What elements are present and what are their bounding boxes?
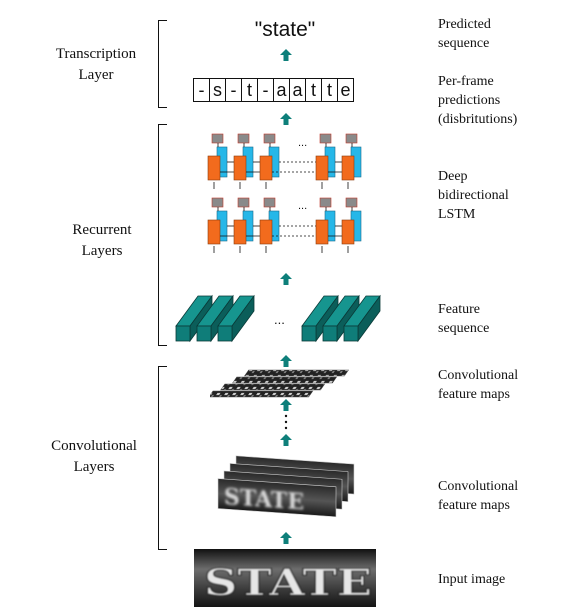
deep-lstm-label: Deep bidirectional LSTM	[438, 169, 509, 222]
feature-block-front	[343, 325, 359, 342]
frame-prediction-cell: t	[305, 79, 321, 101]
lstm-diagram: ... ...	[207, 133, 362, 253]
conv-map-image-text: STATE	[224, 484, 304, 516]
lstm-output-node	[319, 197, 332, 208]
convolutional-layers-label: Convolutional Layers	[51, 438, 137, 475]
frame-prediction-cell: t	[321, 79, 337, 101]
transcription-layer-label: Transcription Layer	[55, 46, 137, 83]
conv-maps-bottom-label: Convolutional feature maps	[438, 479, 519, 513]
lstm-forward-cell	[341, 155, 355, 181]
up-arrow-icon	[280, 113, 292, 125]
up-arrow-icon	[280, 49, 292, 61]
lstm-output-node	[319, 133, 332, 144]
convolutional-bracket	[158, 366, 167, 550]
lstm-output-node	[211, 133, 224, 144]
lstm-forward-cell	[315, 219, 329, 245]
up-arrow-icon	[280, 532, 292, 544]
lstm-forward-cell	[207, 219, 221, 245]
lstm-output-node	[263, 197, 276, 208]
frame-prediction-cell: s	[209, 79, 225, 101]
feature-ellipsis: ...	[274, 312, 285, 327]
input-image: STATE	[194, 549, 376, 607]
vertical-ellipsis-icon	[284, 414, 288, 430]
lstm-forward-cell	[315, 155, 329, 181]
frame-prediction-cell: t	[241, 79, 257, 101]
lstm-output-node	[237, 133, 250, 144]
feature-block-front	[322, 325, 338, 342]
transcription-bracket	[158, 20, 167, 108]
predicted-sequence-label: Predicted sequence	[438, 17, 491, 51]
conv-feature-maps-bottom: STATE	[217, 455, 355, 518]
lstm-forward-cell	[259, 219, 273, 245]
recurrent-bracket	[158, 124, 167, 346]
frame-prediction-cell: a	[273, 79, 289, 101]
frame-prediction-cell: e	[337, 79, 353, 101]
feature-block-front	[196, 325, 212, 342]
lstm-forward-cell	[259, 155, 273, 181]
lstm-forward-cell	[207, 155, 221, 181]
up-arrow-icon	[280, 434, 292, 446]
up-arrow-icon	[280, 273, 292, 285]
lstm-forward-cell	[233, 155, 247, 181]
feature-block-front	[217, 325, 233, 342]
frame-prediction-cell: -	[225, 79, 241, 101]
input-image-text: STATE	[204, 562, 372, 604]
lstm-output-node	[211, 197, 224, 208]
lstm-forward-cell	[233, 219, 247, 245]
recurrent-layers-label: Recurrent Layers	[72, 222, 132, 259]
lstm-output-node	[237, 197, 250, 208]
up-arrow-icon	[280, 355, 292, 367]
feature-block-front	[175, 325, 191, 342]
lstm-ellipsis-top: ...	[298, 137, 307, 149]
feature-sequence-label: Feature sequence	[438, 302, 490, 336]
frame-prediction-cell: -	[198, 80, 205, 100]
predicted-word: "state"	[254, 18, 316, 41]
lstm-ellipsis-mid: ...	[298, 200, 307, 212]
frame-prediction-cell: -	[257, 79, 273, 101]
conv-maps-top-label: Convolutional feature maps	[438, 368, 519, 402]
feature-sequence: ...	[175, 294, 381, 343]
up-arrow-icon	[280, 399, 292, 411]
feature-block-front	[301, 325, 317, 342]
input-image-label: Input image	[438, 572, 506, 587]
lstm-output-node	[345, 133, 358, 144]
frame-prediction-cell: a	[289, 79, 305, 101]
conv-feature-maps-top	[210, 369, 350, 398]
lstm-output-node	[263, 133, 276, 144]
per-frame-label: Per-frame predictions (disbritutions)	[438, 74, 518, 127]
lstm-forward-cell	[341, 219, 355, 245]
lstm-output-node	[345, 197, 358, 208]
